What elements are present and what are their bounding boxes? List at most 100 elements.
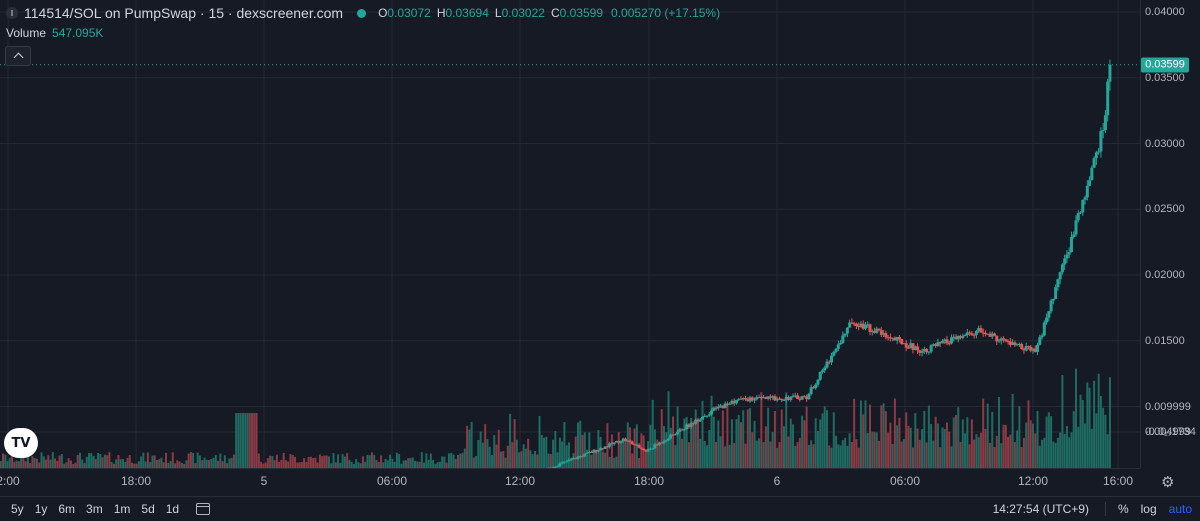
volume-bar: [432, 460, 434, 468]
percent-scale-toggle[interactable]: %: [1118, 502, 1129, 516]
candle-body: [710, 411, 713, 415]
price-tick-label: 0.02500: [1145, 203, 1185, 215]
timeframe-1y-button[interactable]: 1y: [35, 502, 48, 516]
timeframe-1d-button[interactable]: 1d: [166, 502, 179, 516]
timeframe-6m-button[interactable]: 6m: [58, 502, 75, 516]
volume-bar: [726, 403, 728, 468]
volume-bar: [45, 460, 47, 468]
volume-bar: [185, 460, 187, 468]
candle-body: [1108, 65, 1111, 82]
volume-bar: [715, 442, 717, 468]
volume-bar: [713, 417, 715, 468]
timeframe-3m-button[interactable]: 3m: [86, 502, 103, 516]
time-axis[interactable]: 2:0018:00506:0012:0018:00606:0012:0016:0…: [0, 468, 1140, 493]
candle-body: [995, 336, 998, 341]
volume-bar: [1070, 432, 1072, 468]
price-tick-label: 0.04000: [1145, 6, 1185, 18]
log-scale-toggle[interactable]: log: [1141, 502, 1157, 516]
chart-canvas[interactable]: [0, 0, 1140, 468]
volume-bar: [70, 460, 72, 468]
volume-bar: [529, 450, 531, 468]
candle-body: [964, 335, 967, 336]
volume-bar: [502, 451, 504, 468]
volume-bar: [625, 441, 627, 468]
symbol-title: 114514/SOL on PumpSwap · 15 · dexscreene…: [24, 5, 343, 21]
tradingview-logo[interactable]: TV: [4, 428, 38, 458]
volume-bar: [1084, 424, 1086, 468]
volume-bar: [629, 427, 631, 468]
volume-bar: [837, 444, 839, 468]
volume-bar: [380, 455, 382, 468]
candle-body: [701, 417, 704, 420]
candle-body: [878, 329, 881, 330]
volume-bar: [781, 410, 783, 468]
volume-bar: [769, 442, 771, 468]
volume-bar: [387, 460, 389, 468]
volume-bar: [197, 453, 199, 468]
timeframe-5y-button[interactable]: 5y: [11, 502, 24, 516]
calendar-range-icon[interactable]: [196, 503, 210, 515]
volume-bar: [199, 456, 201, 468]
volume-bar: [348, 460, 350, 468]
volume-bar: [430, 454, 432, 468]
candle-body: [706, 416, 709, 417]
auto-scale-toggle[interactable]: auto: [1169, 502, 1192, 516]
volume-bar: [883, 403, 885, 468]
volume-bar: [677, 406, 679, 468]
candle-body: [676, 432, 679, 435]
candle-body: [674, 434, 677, 435]
volume-bar: [699, 439, 701, 468]
volume-bar: [36, 459, 38, 468]
candle-body: [844, 334, 847, 336]
volume-bar: [821, 413, 823, 468]
candle-body: [642, 449, 645, 451]
volume-bar: [994, 447, 996, 468]
volume-bar: [493, 435, 495, 468]
volume-bar: [464, 448, 466, 468]
volume-bar: [93, 456, 95, 468]
candle-body: [930, 345, 933, 351]
gear-icon[interactable]: ⚙: [1161, 473, 1174, 491]
candle-body: [1084, 197, 1087, 199]
volume-bar: [127, 458, 129, 468]
candle-body: [941, 341, 944, 343]
volume-bar: [792, 424, 794, 468]
volume-bar: [552, 440, 554, 468]
volume-bar: [975, 434, 977, 468]
volume-bar: [450, 453, 452, 468]
info-icon[interactable]: [6, 7, 18, 19]
volume-bar: [563, 422, 565, 468]
timeframe-5d-button[interactable]: 5d: [141, 502, 154, 516]
clock-timezone[interactable]: 14:27:54 (UTC+9): [993, 502, 1089, 516]
volume-bar: [253, 413, 255, 468]
volume-bar: [622, 443, 624, 468]
volume-bar: [724, 446, 726, 468]
volume-bar: [206, 460, 208, 468]
volume-bar: [491, 455, 493, 468]
volume-bar: [763, 442, 765, 468]
volume-bar: [932, 441, 934, 468]
volume-bar: [276, 455, 278, 468]
volume-bar: [948, 432, 950, 468]
volume-bar: [231, 458, 233, 468]
candle-body: [665, 440, 668, 441]
volume-bar: [971, 419, 973, 468]
volume-bar: [692, 421, 694, 468]
volume-bar: [941, 427, 943, 468]
volume-bar: [310, 457, 312, 468]
volume-bar: [201, 460, 203, 468]
volume-bar: [292, 455, 294, 468]
candle-body: [961, 336, 964, 338]
volume-bar: [939, 447, 941, 468]
timeframe-1m-button[interactable]: 1m: [114, 502, 131, 516]
volume-bar: [498, 430, 500, 468]
volume-bar: [907, 426, 909, 468]
volume-bar: [154, 455, 156, 468]
time-tick-label: 12:00: [1018, 474, 1048, 488]
volume-bar: [210, 459, 212, 468]
volume-bar: [0, 461, 2, 468]
collapse-legend-button[interactable]: [5, 46, 31, 66]
candlestick-chart[interactable]: [0, 0, 1140, 468]
candle-body: [975, 331, 978, 335]
